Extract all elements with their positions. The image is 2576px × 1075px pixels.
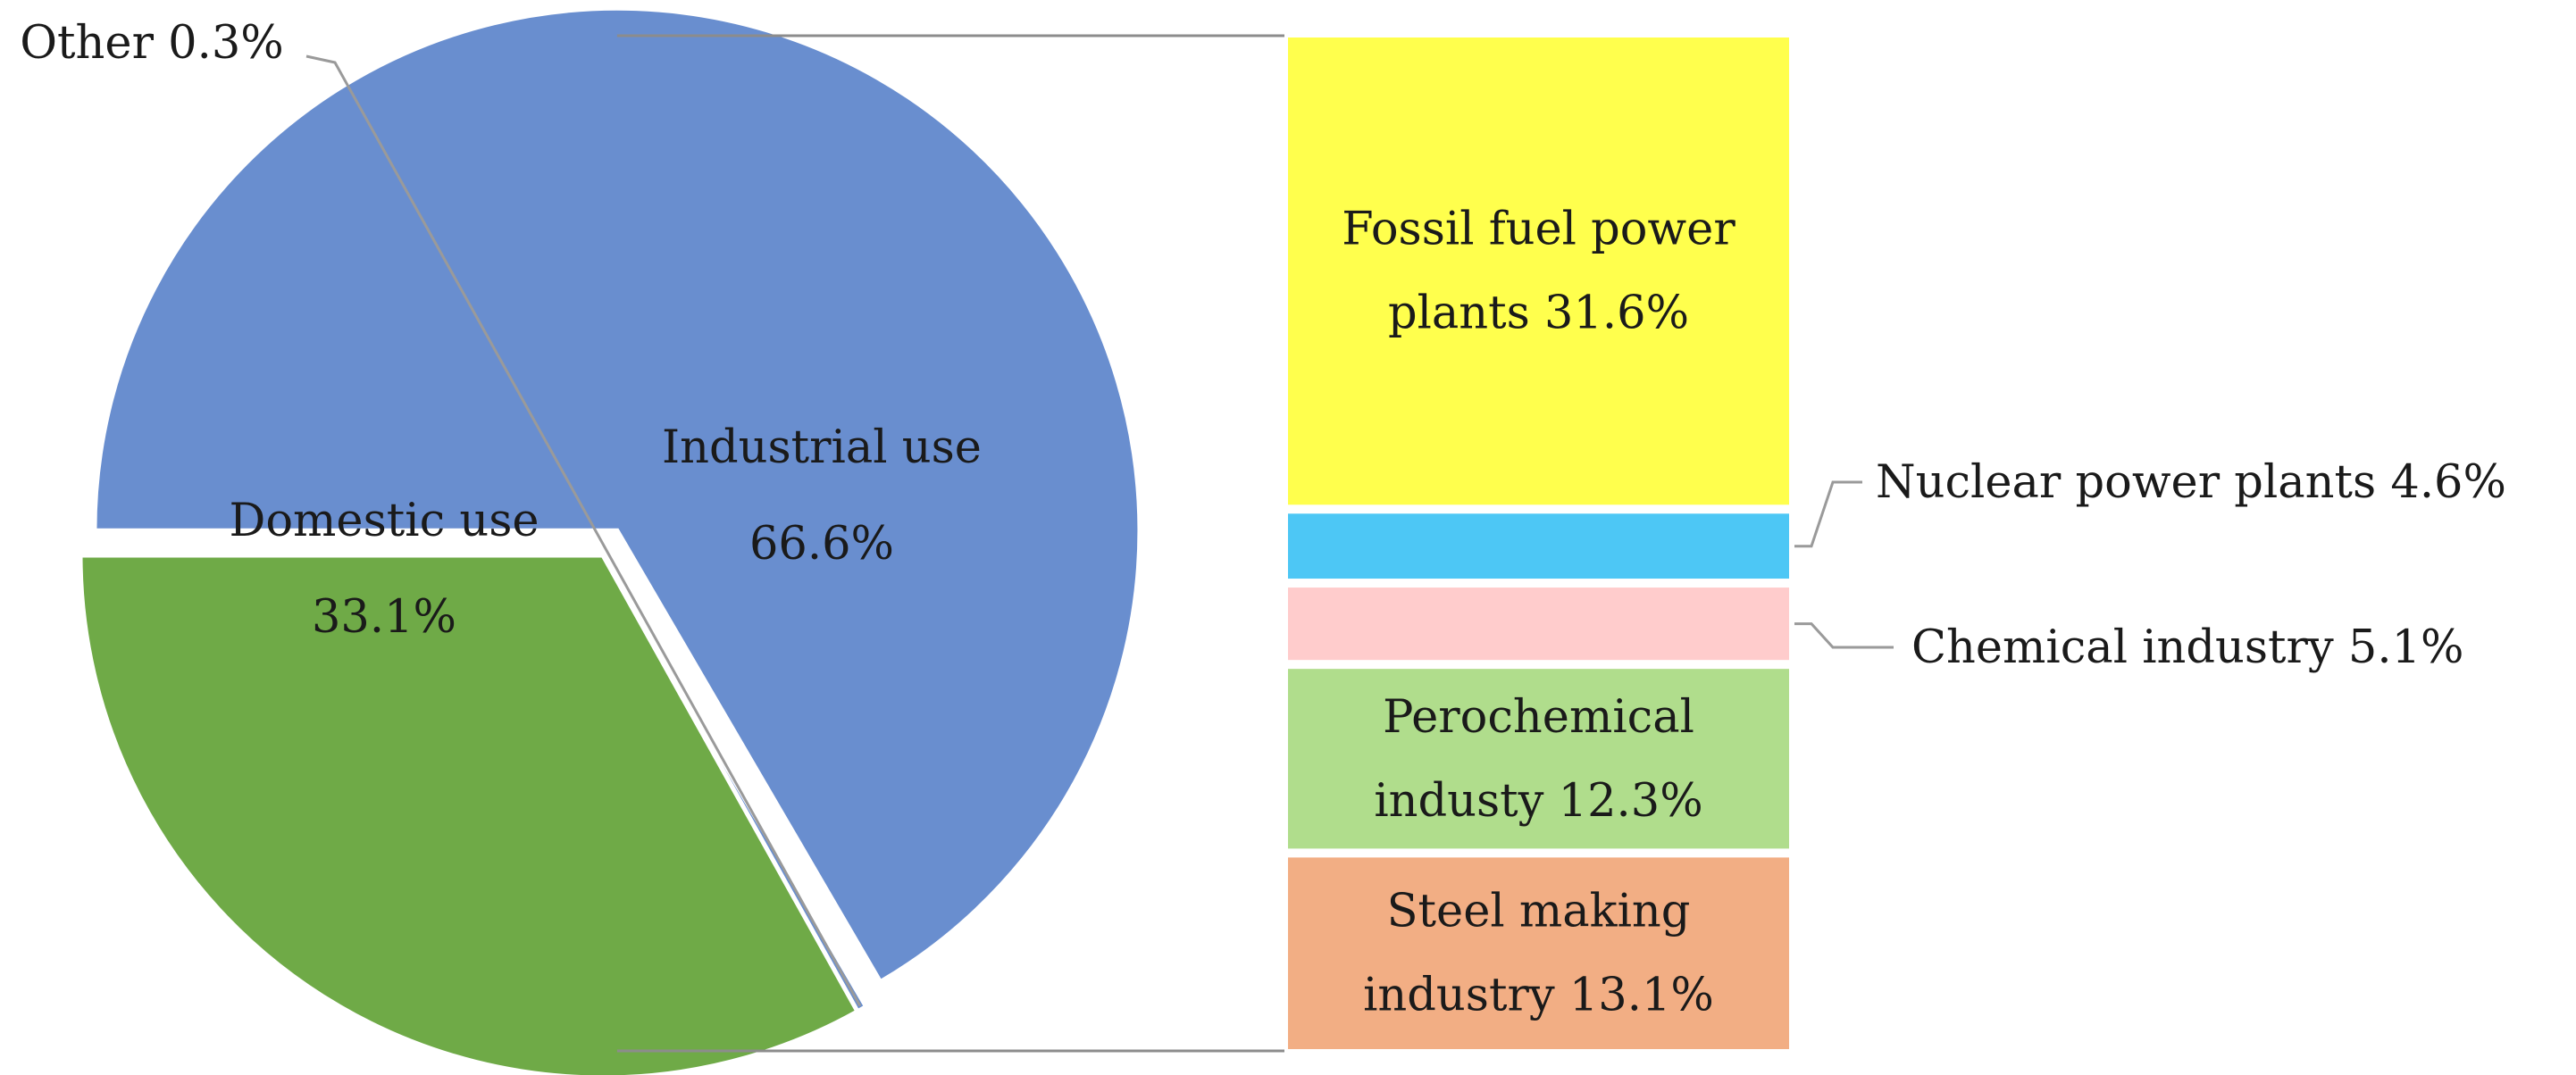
bar-segment-perochemical-industy [1284, 665, 1793, 853]
label-nuclear-power-plants-line-1: Nuclear power plants 4.6% [1876, 456, 2506, 509]
stacked-bar [1284, 34, 1793, 1054]
label-domestic-use-line-1: Domestic use [229, 495, 539, 547]
label-chemical-industry: Chemical industry 5.1% [1911, 621, 2464, 674]
data-labels: Industrial use 66.6% Domestic use 33.1% Othe… [20, 17, 2506, 1022]
bar-segment-steel-making-industry [1284, 854, 1793, 1054]
label-perochemical-industy: Perochemical industy 12.3% [1374, 691, 1702, 828]
bar-segment-fossil-fuel-power-plants [1284, 34, 1793, 509]
label-domestic-use: Domestic use 33.1% [229, 495, 539, 644]
label-fossil-fuel-power-plants-line-1: Fossil fuel power [1342, 204, 1735, 256]
leader-nuclear-power-plants [1794, 480, 1862, 548]
label-steel-making-industry-line-1: Steel making [1387, 886, 1691, 938]
bar-segment-chemical-industry [1284, 584, 1793, 664]
leader-other [305, 54, 862, 1007]
label-steel-making-industry-line-2: industry 13.1% [1363, 970, 1714, 1022]
label-fossil-fuel-power-plants: Fossil fuel power plants 31.6% [1342, 204, 1735, 340]
label-industrial-use: Industrial use 66.6% [662, 421, 982, 571]
label-perochemical-industy-line-1: Perochemical [1383, 691, 1694, 744]
label-industrial-use-line-1: Industrial use [662, 421, 982, 474]
label-domestic-use-line-2: 33.1% [312, 591, 456, 644]
bar-segment-nuclear-power-plants [1284, 510, 1793, 583]
label-fossil-fuel-power-plants-line-2: plants 31.6% [1388, 288, 1689, 340]
label-steel-making-industry: Steel making industry 13.1% [1363, 886, 1714, 1022]
pie-slice-industrial-use [92, 5, 1142, 986]
label-nuclear-power-plants: Nuclear power plants 4.6% [1876, 456, 2506, 509]
label-other-line-1: Other 0.3% [20, 17, 284, 70]
pie-to-bar-connectors [616, 34, 1286, 1053]
leader-chemical-industry [1794, 622, 1894, 649]
label-other: Other 0.3% [20, 17, 284, 70]
label-perochemical-industy-line-2: industy 12.3% [1374, 775, 1702, 828]
label-industrial-use-line-2: 66.6% [749, 518, 894, 571]
pie-slice-domestic-use [78, 553, 861, 1075]
label-chemical-industry-line-1: Chemical industry 5.1% [1911, 621, 2464, 674]
pie [78, 5, 1142, 1075]
